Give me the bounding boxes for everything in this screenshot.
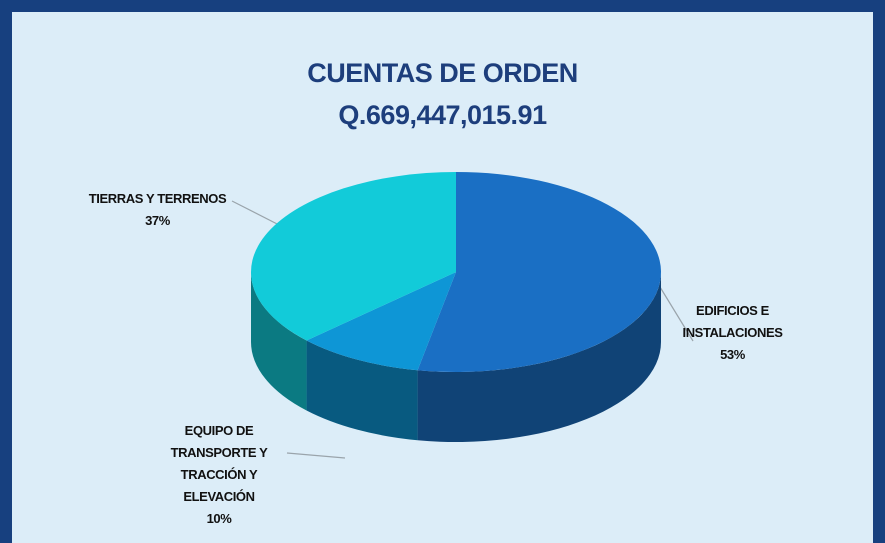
slice-side: [306, 340, 418, 441]
data-label: EQUIPO DE TRANSPORTE Y TRACCIÓN Y ELEVAC…: [160, 420, 278, 530]
slice-top: [417, 172, 661, 372]
chart-title: CUENTAS DE ORDEN: [307, 58, 578, 88]
category-label: EQUIPO DE TRANSPORTE Y TRACCIÓN Y ELEVAC…: [170, 423, 268, 504]
slice-top: [306, 272, 456, 371]
leader-line: [231, 200, 286, 229]
chart-subtitle: Q.669,447,015.91: [338, 100, 547, 130]
data-label: EDIFICIOS E INSTALACIONES 53%: [665, 300, 800, 366]
leader-line: [659, 286, 694, 342]
slice-side: [417, 272, 661, 442]
value-label: 53%: [720, 347, 745, 362]
pie-slice: [251, 172, 456, 411]
slice-side: [251, 272, 307, 411]
pie-slice: [417, 172, 661, 442]
leader-line: [286, 452, 346, 459]
slice-top: [251, 172, 456, 341]
value-label: 37%: [145, 213, 170, 228]
category-label: EDIFICIOS E INSTALACIONES: [682, 303, 783, 340]
data-label: TIERRAS Y TERRENOS 37%: [70, 188, 245, 232]
category-label: TIERRAS Y TERRENOS: [88, 191, 227, 206]
pie-slice: [306, 272, 456, 441]
value-label: 10%: [206, 511, 232, 526]
